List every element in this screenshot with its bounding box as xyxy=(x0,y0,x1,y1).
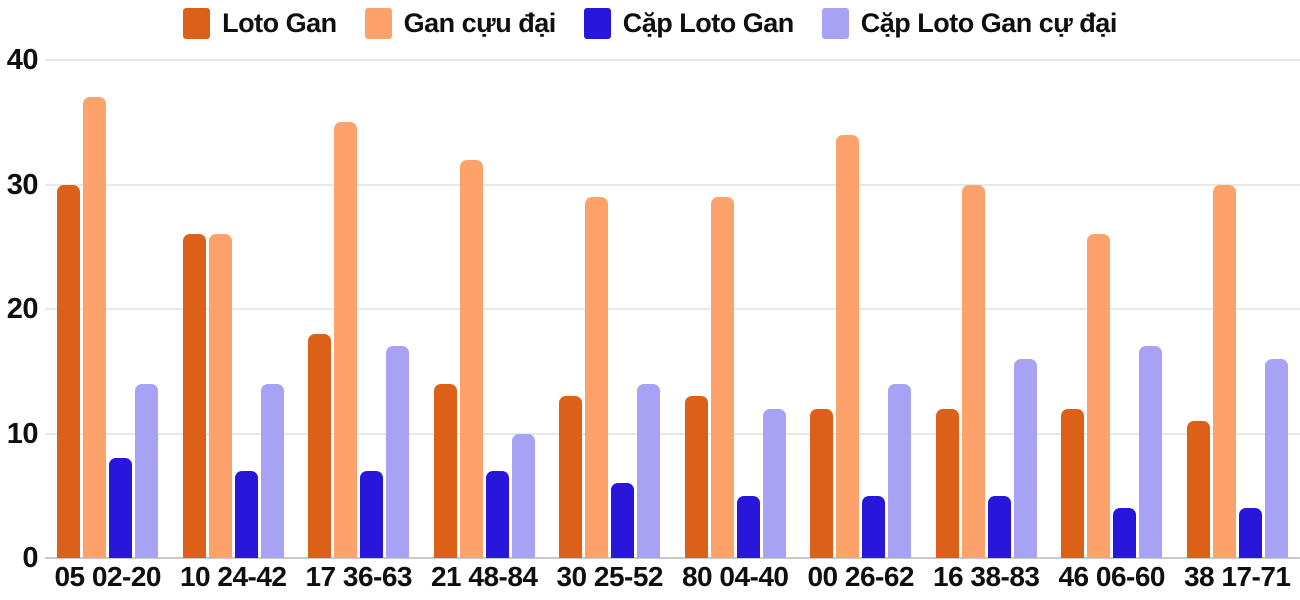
gridline-10 xyxy=(45,432,1300,435)
bar-cặp-loto-gan-21-48-84[interactable] xyxy=(485,470,509,558)
bar-cặp-loto-gan-cự-đại-05-02-20[interactable] xyxy=(135,383,159,558)
bar-gan-cựu-đại-10-24-42[interactable] xyxy=(208,234,232,558)
bar-loto-gan-46-06-60[interactable] xyxy=(1061,408,1085,558)
bar-group-17-36-63 xyxy=(296,60,422,558)
x-tick-label-80-04-40: 80 04-40 xyxy=(681,561,789,592)
bar-loto-gan-16-38-83[interactable] xyxy=(935,408,959,558)
bar-cặp-loto-gan-cự-đại-21-48-84[interactable] xyxy=(511,433,535,558)
bar-gan-cựu-đại-46-06-60[interactable] xyxy=(1087,234,1111,558)
y-tick-label-0: 0 xyxy=(22,542,38,574)
legend-item-4: Cặp Loto Gan cự đại xyxy=(821,8,1118,39)
y-tick-label-30: 30 xyxy=(6,168,39,201)
x-axis-labels: 05 02-20 10 24-42 17 36-63 21 48-84 30 25-52… xyxy=(45,561,1300,593)
bar-cặp-loto-gan-05-02-20[interactable] xyxy=(109,458,133,558)
bar-gan-cựu-đại-80-04-40[interactable] xyxy=(710,196,734,558)
bar-cặp-loto-gan-10-24-42[interactable] xyxy=(234,470,258,558)
x-tick-label-21-48-84: 21 48-84 xyxy=(430,561,538,592)
legend-swatch-icon xyxy=(583,8,611,39)
bar-group-00-26-62 xyxy=(798,60,924,558)
bar-gan-cựu-đại-05-02-20[interactable] xyxy=(83,97,107,558)
bar-cặp-loto-gan-30-25-52[interactable] xyxy=(611,483,635,558)
legend-swatch-icon xyxy=(183,8,211,39)
bar-gan-cựu-đại-17-36-63[interactable] xyxy=(334,122,358,558)
legend-item-3: Cặp Loto Gan xyxy=(583,8,795,39)
bar-cặp-loto-gan-cự-đại-16-38-83[interactable] xyxy=(1013,358,1037,558)
bar-gan-cựu-đại-38-17-71[interactable] xyxy=(1212,184,1236,558)
bar-cặp-loto-gan-16-38-83[interactable] xyxy=(987,495,1011,558)
bar-cặp-loto-gan-00-26-62[interactable] xyxy=(862,495,886,558)
bar-cặp-loto-gan-46-06-60[interactable] xyxy=(1113,508,1137,558)
x-tick-label-10-24-42: 10 24-42 xyxy=(179,561,287,592)
bar-group-21-48-84 xyxy=(422,60,548,558)
bar-loto-gan-30-25-52[interactable] xyxy=(559,396,583,558)
bar-loto-gan-00-26-62[interactable] xyxy=(810,408,834,558)
legend-swatch-icon xyxy=(364,8,392,39)
legend-swatch-icon xyxy=(821,8,849,39)
legend-label: Loto Gan xyxy=(222,8,337,38)
bar-group-38-17-71 xyxy=(1175,60,1300,558)
bar-loto-gan-17-36-63[interactable] xyxy=(308,333,332,558)
legend-label: Cặp Loto Gan cự đại xyxy=(860,8,1118,38)
bar-loto-gan-21-48-84[interactable] xyxy=(433,383,457,558)
gridline-40 xyxy=(45,59,1300,61)
bar-cặp-loto-gan-17-36-63[interactable] xyxy=(360,470,384,558)
bar-loto-gan-80-04-40[interactable] xyxy=(684,396,708,558)
bar-cặp-loto-gan-cự-đại-30-25-52[interactable] xyxy=(637,383,661,558)
bar-cặp-loto-gan-cự-đại-10-24-42[interactable] xyxy=(260,383,284,558)
bar-group-30-25-52 xyxy=(547,60,673,558)
bar-group-05-02-20 xyxy=(45,60,171,558)
y-tick-label-10: 10 xyxy=(6,417,39,450)
x-tick-label-05-02-20: 05 02-20 xyxy=(54,561,162,592)
x-tick-label-46-06-60: 46 06-60 xyxy=(1058,561,1166,592)
bar-cặp-loto-gan-cự-đại-80-04-40[interactable] xyxy=(762,408,786,558)
plot-area xyxy=(45,59,1300,559)
bar-loto-gan-10-24-42[interactable] xyxy=(182,234,206,558)
bar-loto-gan-38-17-71[interactable] xyxy=(1186,421,1210,558)
x-tick-label-16-38-83: 16 38-83 xyxy=(932,561,1040,592)
bar-group-16-38-83 xyxy=(924,60,1050,558)
bar-loto-gan-05-02-20[interactable] xyxy=(57,184,81,558)
bar-group-80-04-40 xyxy=(673,60,799,558)
y-tick-label-40: 40 xyxy=(6,44,39,76)
x-axis-line xyxy=(45,557,1300,559)
bar-gan-cựu-đại-00-26-62[interactable] xyxy=(836,134,860,558)
legend-label: Gan cựu đại xyxy=(403,8,557,38)
x-tick-label-00-26-62: 00 26-62 xyxy=(807,561,915,592)
bar-gan-cựu-đại-16-38-83[interactable] xyxy=(961,184,985,558)
chart-legend: Loto Gan Gan cựu đại Cặp Loto Gan Cặp Loto … xyxy=(0,8,1300,39)
y-tick-label-20: 20 xyxy=(6,293,39,325)
x-tick-label-30-25-52: 30 25-52 xyxy=(556,561,664,592)
legend-item-2: Gan cựu đại xyxy=(364,8,557,39)
bar-cặp-loto-gan-cự-đại-00-26-62[interactable] xyxy=(888,383,912,558)
bar-gan-cựu-đại-21-48-84[interactable] xyxy=(459,159,483,558)
legend-label: Cặp Loto Gan xyxy=(622,8,795,38)
bar-cặp-loto-gan-cự-đại-38-17-71[interactable] xyxy=(1264,358,1288,558)
bar-cặp-loto-gan-80-04-40[interactable] xyxy=(736,495,760,558)
legend-item-1: Loto Gan xyxy=(183,8,337,39)
bars-container xyxy=(45,60,1300,558)
bar-cặp-loto-gan-cự-đại-17-36-63[interactable] xyxy=(386,346,410,558)
x-tick-label-17-36-63: 17 36-63 xyxy=(305,561,413,592)
bar-gan-cựu-đại-30-25-52[interactable] xyxy=(585,196,609,558)
bar-group-46-06-60 xyxy=(1049,60,1175,558)
bar-cặp-loto-gan-38-17-71[interactable] xyxy=(1238,508,1262,558)
bar-cặp-loto-gan-cự-đại-46-06-60[interactable] xyxy=(1139,346,1163,558)
x-tick-label-38-17-71: 38 17-71 xyxy=(1183,561,1291,592)
gridline-20 xyxy=(45,308,1300,310)
gridline-30 xyxy=(45,183,1300,186)
bar-group-10-24-42 xyxy=(171,60,297,558)
